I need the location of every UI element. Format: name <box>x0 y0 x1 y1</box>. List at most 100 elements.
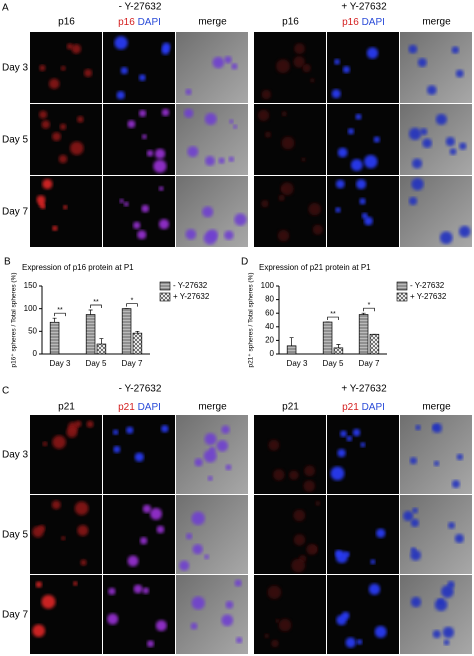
micrograph <box>400 176 472 247</box>
cell <box>408 44 418 54</box>
y-tick-label: 20 <box>265 336 274 345</box>
cell <box>119 198 124 204</box>
legend-label: + Y-27632 <box>173 292 210 301</box>
cell <box>108 587 116 595</box>
row-label: Day 7 <box>2 207 29 218</box>
cell <box>236 637 243 644</box>
cell <box>408 196 418 206</box>
cell <box>127 555 139 567</box>
row-label: Day 3 <box>2 450 29 461</box>
cell <box>155 620 167 632</box>
error-bar <box>99 338 104 345</box>
cell <box>308 202 322 216</box>
cell <box>204 554 210 560</box>
cell <box>185 88 192 96</box>
cell <box>66 426 78 438</box>
channel-label: p16 DAPI <box>118 17 161 28</box>
cell <box>234 213 247 226</box>
cell <box>224 55 232 64</box>
micrograph <box>176 575 248 654</box>
cell <box>80 559 87 566</box>
cell <box>445 136 455 147</box>
cell <box>228 156 235 162</box>
micrograph <box>30 176 102 247</box>
cell <box>32 526 44 538</box>
cell <box>417 57 427 68</box>
cell <box>134 452 144 462</box>
cell <box>350 158 363 171</box>
cell <box>150 507 163 520</box>
row-label: Day 7 <box>2 610 29 621</box>
cell <box>179 560 190 571</box>
row-label: Day 5 <box>2 135 29 146</box>
micrograph <box>327 495 399 574</box>
cell <box>205 155 215 166</box>
cell <box>75 420 82 428</box>
cell <box>403 510 414 522</box>
cell <box>312 224 323 235</box>
micrograph <box>254 575 326 654</box>
marker-span: p21 <box>118 402 135 413</box>
cell <box>439 231 453 245</box>
cell <box>203 449 217 463</box>
micrograph <box>103 495 175 574</box>
cell <box>234 579 242 587</box>
cell <box>212 56 225 69</box>
cell <box>278 618 292 632</box>
cell <box>187 146 199 158</box>
cell <box>355 113 362 120</box>
cell <box>267 585 282 600</box>
group-title: + Y-27632 <box>341 384 387 395</box>
channel-label: p21 <box>58 402 75 413</box>
y-tick-label: 50 <box>28 326 37 335</box>
legend-label: + Y-27632 <box>410 292 447 301</box>
cell <box>410 596 422 608</box>
group-title: - Y-27632 <box>119 384 162 395</box>
cell <box>225 464 232 471</box>
cell <box>415 424 421 431</box>
marker-span: p16 <box>342 17 359 28</box>
cell <box>441 585 454 598</box>
channel-label: merge <box>198 17 227 28</box>
x-tick-label: Day 3 <box>50 359 71 368</box>
cell <box>42 441 48 447</box>
error-bar <box>336 344 341 348</box>
cell <box>306 543 318 555</box>
cell <box>63 205 68 210</box>
error-bar <box>135 330 140 334</box>
cell <box>278 194 285 202</box>
cell <box>216 440 229 452</box>
cell <box>334 58 340 65</box>
cell <box>356 639 363 645</box>
cell <box>112 429 119 435</box>
cell <box>420 128 428 136</box>
channel-label: p21 DAPI <box>118 402 161 413</box>
cell <box>449 148 457 156</box>
x-tick-label: Day 3 <box>287 359 308 368</box>
cell <box>39 64 46 72</box>
significance-label: ** <box>330 311 336 318</box>
error-bar <box>361 312 366 315</box>
group-title: + Y-27632 <box>341 2 387 13</box>
cell <box>120 66 128 75</box>
cell <box>293 509 306 522</box>
bar <box>49 321 60 355</box>
cell <box>330 466 345 481</box>
cell <box>126 426 134 434</box>
cell <box>303 480 316 492</box>
cell <box>218 157 225 164</box>
cell <box>273 469 285 481</box>
cell <box>374 625 387 638</box>
cell <box>48 78 60 90</box>
cell <box>160 424 169 433</box>
cell <box>133 221 141 230</box>
cell <box>185 229 197 240</box>
cell <box>231 63 238 70</box>
cell <box>52 435 66 449</box>
cell <box>411 177 424 191</box>
cell <box>432 424 439 430</box>
micrograph <box>30 415 102 494</box>
cell <box>194 458 203 467</box>
cell <box>291 558 306 573</box>
